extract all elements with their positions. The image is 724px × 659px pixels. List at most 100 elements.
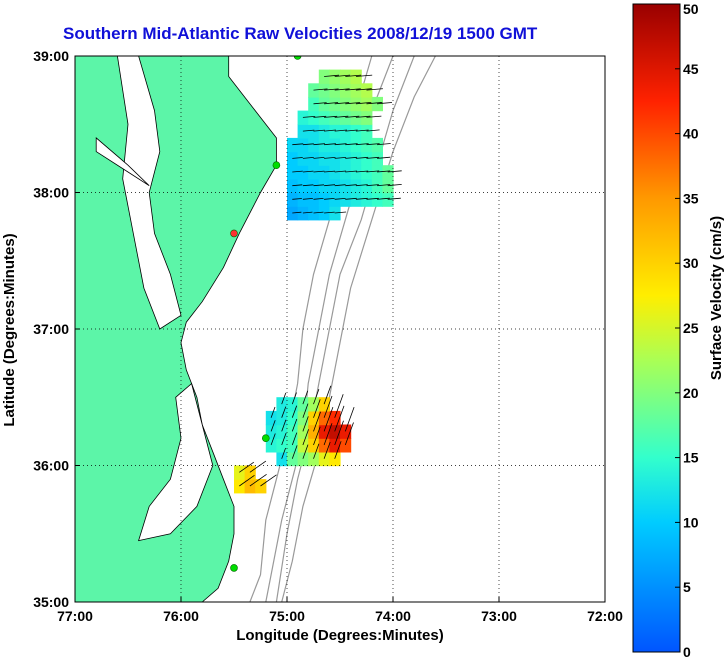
velocity-vector — [345, 88, 361, 91]
velocity-vector — [344, 406, 355, 432]
velocity-cell — [318, 451, 330, 467]
velocity-cell — [329, 451, 341, 467]
velocity-cell — [297, 438, 309, 453]
velocity-vector — [302, 184, 314, 187]
colorbar-tick-label: 20 — [683, 385, 699, 401]
velocity-vector — [292, 170, 303, 173]
velocity-vector — [302, 157, 314, 159]
velocity-vector — [313, 170, 325, 173]
velocity-cell — [287, 424, 299, 439]
velocity-vector — [324, 184, 336, 187]
velocity-cell — [234, 465, 246, 480]
bay-water — [95, 137, 150, 187]
velocity-cell — [297, 410, 309, 426]
velocity-vector — [334, 184, 346, 187]
velocity-vector — [292, 157, 303, 159]
velocity-cell — [297, 397, 309, 412]
velocity-cell — [318, 424, 330, 439]
bay-water — [116, 56, 182, 330]
y-tick-label: 39:00 — [33, 48, 69, 64]
velocity-vector — [302, 143, 314, 146]
velocity-cell — [340, 438, 352, 453]
velocity-vector — [292, 143, 304, 146]
radar-station-marker — [293, 56, 302, 60]
radar-stations — [230, 56, 302, 572]
velocity-vector — [302, 429, 309, 446]
velocity-vector — [270, 433, 276, 446]
x-tick-label: 74:00 — [375, 608, 411, 624]
velocity-vector — [377, 102, 393, 105]
velocity-cell — [287, 397, 299, 412]
velocity-vector — [355, 88, 372, 91]
velocity-vector — [355, 115, 371, 118]
x-tick-label: 75:00 — [269, 608, 305, 624]
x-tick-label: 76:00 — [163, 608, 199, 624]
velocity-vector — [292, 184, 303, 187]
velocity-vector — [345, 129, 358, 132]
velocity-vector — [302, 211, 313, 214]
x-tick-label: 72:00 — [587, 608, 623, 624]
velocity-vector — [334, 102, 350, 105]
velocity-vector — [313, 88, 328, 91]
velocity-vector — [345, 143, 358, 146]
velocity-cell — [318, 438, 330, 453]
velocity-vector — [324, 143, 336, 146]
velocity-cell — [287, 410, 299, 426]
velocity-vector — [366, 88, 383, 91]
velocity-vector — [313, 143, 325, 146]
velocity-vector — [291, 418, 298, 432]
radar-station-marker — [230, 229, 238, 238]
velocity-vector — [323, 441, 331, 459]
velocity-cell — [318, 397, 330, 412]
velocity-vector — [313, 115, 327, 118]
grid-lines — [75, 56, 605, 602]
velocity-vector — [313, 157, 325, 159]
velocity-vector — [345, 102, 361, 105]
velocity-cell — [329, 410, 341, 426]
velocity-vector — [377, 170, 391, 173]
velocity-vector — [355, 74, 373, 77]
velocity-vector — [313, 443, 320, 459]
velocity-vector — [366, 197, 379, 200]
velocity-vector — [334, 157, 347, 159]
y-tick-label: 37:00 — [33, 321, 69, 337]
velocity-vector — [334, 198, 346, 200]
velocity-vector — [313, 129, 325, 132]
velocity-cell — [287, 451, 299, 467]
colorbar-tick-label: 5 — [683, 579, 691, 595]
velocity-vector — [377, 184, 391, 187]
velocity-vector — [366, 143, 380, 146]
velocity-vector — [334, 115, 349, 118]
colorbar-tick-label: 25 — [683, 320, 699, 336]
velocity-vector — [302, 129, 315, 132]
velocity-vector — [292, 211, 302, 214]
velocity-vector — [302, 170, 314, 173]
velocity-cell — [318, 410, 330, 426]
velocity-vector — [377, 197, 390, 200]
velocity-cell — [329, 438, 341, 453]
velocity-vector — [260, 474, 277, 487]
velocity-vector — [355, 129, 369, 132]
velocity-vector — [281, 406, 287, 418]
velocity-vector — [355, 197, 368, 200]
velocity-cell — [276, 424, 288, 439]
velocity-vector — [324, 115, 338, 118]
velocity-vector — [334, 405, 345, 432]
velocity-vector — [249, 460, 267, 473]
velocity-vector — [324, 74, 340, 77]
colorbar-tick-label: 35 — [683, 190, 699, 206]
velocity-vector — [302, 116, 316, 118]
velocity-vector — [324, 129, 336, 132]
velocity-vector — [377, 143, 391, 146]
velocity-cell — [340, 424, 352, 439]
velocity-vector — [387, 184, 402, 187]
velocity-cell — [276, 438, 288, 453]
colorbar-tick-label: 10 — [683, 514, 699, 530]
x-tick-label: 77:00 — [57, 608, 93, 624]
velocity-vector — [313, 184, 325, 187]
velocity-vector — [387, 170, 402, 173]
velocity-vector — [302, 416, 309, 432]
velocity-vector — [323, 423, 333, 446]
velocity-cell — [265, 438, 277, 453]
